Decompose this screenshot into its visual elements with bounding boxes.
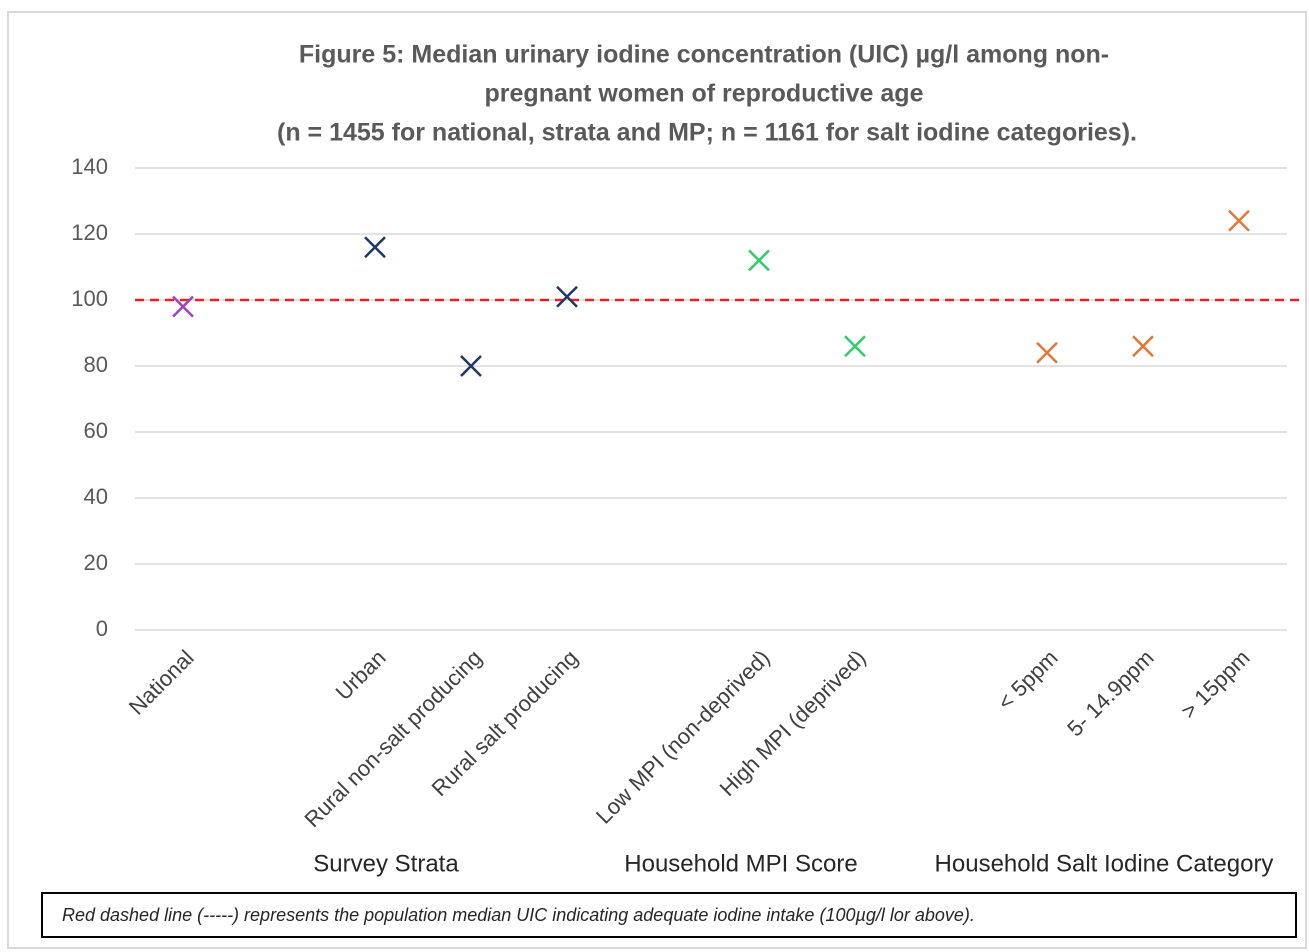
group-label: Household MPI Score — [624, 850, 857, 877]
marker — [1132, 335, 1154, 358]
marker — [556, 285, 578, 308]
y-tick-label: 120 — [71, 220, 108, 245]
y-tick-label: 40 — [84, 484, 108, 509]
chart-subtitle: (n = 1455 for national, strata and MP; n… — [277, 119, 1137, 147]
group-label: Survey Strata — [313, 850, 459, 877]
y-tick-label: 80 — [84, 352, 108, 377]
chart-title: Figure 5: Median urinary iodine concentr… — [299, 41, 1109, 69]
marker — [172, 295, 194, 318]
marker — [460, 355, 482, 377]
footnote: Red dashed line (-----) represents the p… — [62, 905, 975, 925]
y-tick-label: 60 — [84, 418, 108, 443]
group-label: Household Salt Iodine Category — [935, 850, 1274, 877]
y-tick-label: 0 — [96, 616, 108, 641]
marker — [364, 236, 386, 259]
chart-frame — [7, 11, 1307, 949]
y-tick-label: 140 — [71, 154, 108, 179]
marker — [844, 335, 866, 358]
marker — [748, 249, 770, 272]
footnote-box — [41, 892, 1297, 938]
y-tick-label: 100 — [71, 286, 108, 311]
marker — [1036, 341, 1058, 364]
y-tick-label: 20 — [84, 550, 108, 575]
chart-title: pregnant women of reproductive age — [485, 80, 924, 108]
marker — [1228, 209, 1250, 232]
